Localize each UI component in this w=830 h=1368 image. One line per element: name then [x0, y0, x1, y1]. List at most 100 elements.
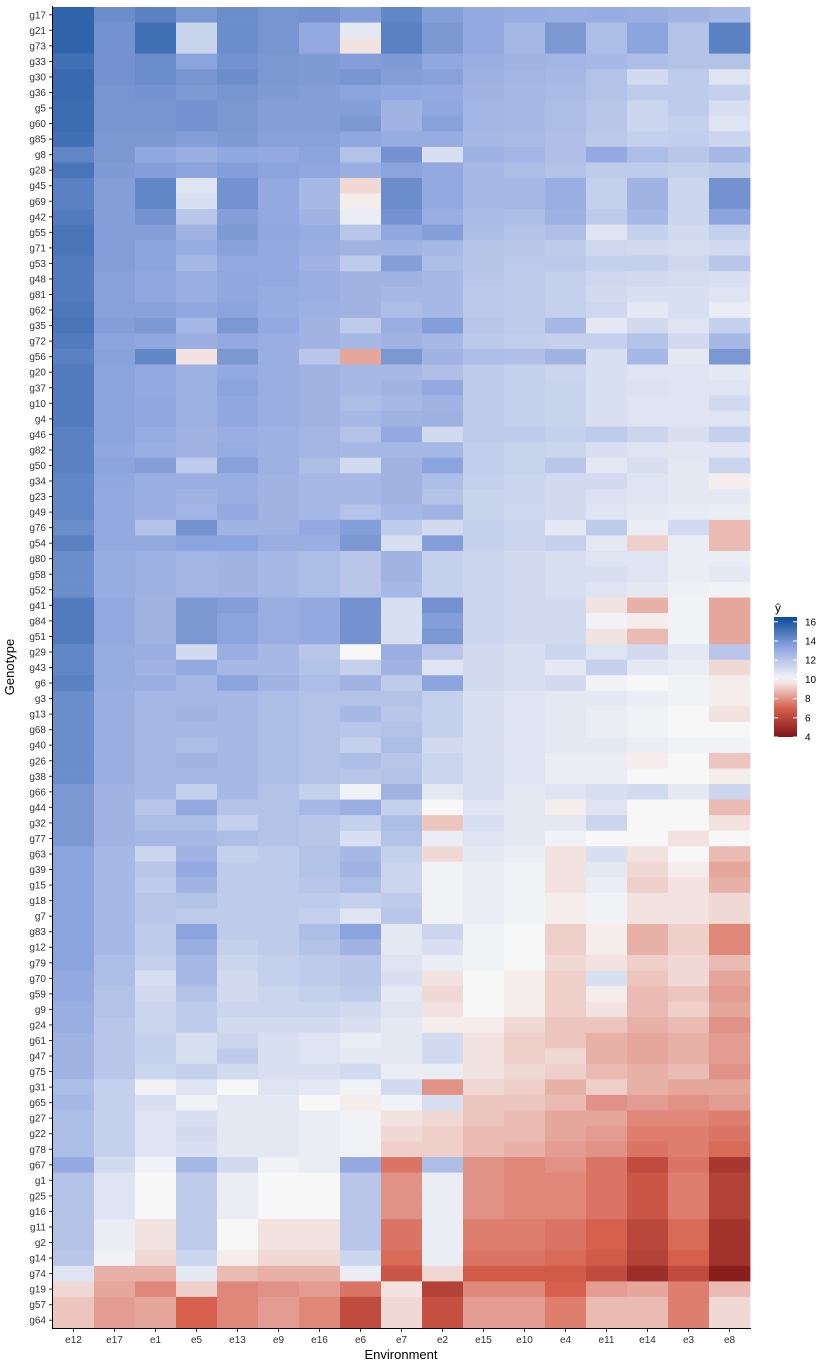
heatmap-cell-g53-e5	[176, 255, 218, 272]
heatmap-cell-g48-e6	[340, 271, 382, 288]
heatmap-cell-g34-e4	[545, 473, 587, 490]
heatmap-cell-g56-e5	[176, 348, 218, 365]
heatmap-cell-g17-e13	[217, 7, 259, 23]
heatmap-cell-g59-e2	[422, 986, 464, 1003]
heatmap-cell-g52-e10	[504, 582, 546, 598]
heatmap-cell-g26-e9	[258, 752, 300, 769]
heatmap-cell-g79-e3	[668, 955, 710, 971]
heatmap-cell-g61-e11	[586, 1032, 628, 1049]
heatmap-cell-g70-e2	[422, 970, 464, 987]
heatmap-cell-g62-e16	[299, 302, 341, 319]
heatmap-cell-g16-e17	[94, 1203, 136, 1220]
y-tick-label: g42	[29, 212, 46, 223]
heatmap-cell-g56-e10	[504, 348, 546, 365]
heatmap-cell-g24-e4	[545, 1017, 587, 1034]
heatmap-cell-g60-e13	[217, 115, 259, 132]
heatmap-cell-g66-e4	[545, 784, 587, 800]
heatmap-cell-g47-e17	[94, 1048, 136, 1065]
heatmap-cell-g46-e5	[176, 426, 218, 443]
heatmap-cell-g62-e3	[668, 302, 710, 319]
heatmap-cell-g38-e14	[627, 768, 669, 785]
heatmap-cell-g1-e17	[94, 1172, 136, 1189]
heatmap-cell-g65-e15	[463, 1094, 505, 1111]
heatmap-cell-g2-e11	[586, 1234, 628, 1251]
heatmap-cell-g28-e3	[668, 162, 710, 179]
heatmap-cell-g39-e3	[668, 861, 710, 878]
y-tick-label: g36	[29, 88, 46, 99]
heatmap-cell-g5-e15	[463, 100, 505, 117]
heatmap-cell-g72-e17	[94, 333, 136, 350]
heatmap-cell-g84-e7	[381, 613, 423, 630]
heatmap-cell-g27-e9	[258, 1110, 300, 1127]
heatmap-cell-g7-e8	[709, 908, 751, 925]
heatmap-cell-g81-e3	[668, 286, 710, 303]
heatmap-cell-g17-e9	[258, 7, 300, 23]
heatmap-cell-g64-e2	[422, 1312, 464, 1329]
heatmap-cell-g76-e12	[53, 519, 95, 536]
heatmap-cell-g18-e13	[217, 892, 259, 909]
heatmap-cell-g44-e11	[586, 799, 628, 816]
heatmap-cell-g45-e7	[381, 177, 423, 194]
heatmap-cell-g3-e13	[217, 690, 259, 707]
heatmap-cell-g51-e2	[422, 628, 464, 645]
heatmap-cell-g36-e16	[299, 84, 341, 101]
heatmap-cell-g23-e11	[586, 488, 628, 505]
heatmap-cell-g81-e13	[217, 286, 259, 303]
heatmap-cell-g50-e4	[545, 457, 587, 474]
heatmap-cell-g27-e8	[709, 1110, 751, 1127]
heatmap-cell-g45-e6	[340, 177, 382, 194]
heatmap-cell-g79-e4	[545, 955, 587, 971]
heatmap-cell-g68-e16	[299, 721, 341, 738]
heatmap-cell-g29-e13	[217, 644, 259, 661]
heatmap-cell-g63-e7	[381, 846, 423, 863]
heatmap-cell-g30-e7	[381, 69, 423, 86]
heatmap-cell-g13-e9	[258, 706, 300, 723]
heatmap-cell-g50-e15	[463, 457, 505, 474]
heatmap-cell-g21-e9	[258, 22, 300, 39]
heatmap-cell-g56-e7	[381, 348, 423, 365]
heatmap-cell-g39-e11	[586, 861, 628, 878]
heatmap-cell-g36-e6	[340, 84, 382, 101]
heatmap-cell-g67-e4	[545, 1157, 587, 1173]
heatmap-cell-g36-e12	[53, 84, 95, 101]
heatmap-cell-g38-e12	[53, 768, 95, 785]
heatmap-cell-g26-e3	[668, 752, 710, 769]
heatmap-cell-g55-e12	[53, 224, 95, 241]
heatmap-cell-g48-e8	[709, 271, 751, 288]
heatmap-cell-g38-e16	[299, 768, 341, 785]
heatmap-cell-g60-e11	[586, 115, 628, 132]
heatmap-cell-g82-e17	[94, 442, 136, 459]
heatmap-cell-g41-e10	[504, 597, 546, 614]
heatmap-cell-g10-e8	[709, 395, 751, 412]
heatmap-cell-g26-e1	[135, 752, 177, 769]
heatmap-cell-g79-e11	[586, 955, 628, 971]
heatmap-cell-g37-e16	[299, 379, 341, 396]
legend-title: ŷ	[775, 601, 781, 615]
heatmap-cell-g14-e6	[340, 1250, 382, 1267]
heatmap-cell-g41-e6	[340, 597, 382, 614]
heatmap-cell-g81-e10	[504, 286, 546, 303]
heatmap-cell-g46-e16	[299, 426, 341, 443]
heatmap-cell-g54-e1	[135, 535, 177, 552]
heatmap-cell-g33-e13	[217, 53, 259, 70]
heatmap-cell-g73-e10	[504, 38, 546, 55]
heatmap-cell-g3-e7	[381, 690, 423, 707]
heatmap-cell-g66-e3	[668, 784, 710, 800]
y-tick-label: g28	[29, 166, 46, 177]
heatmap-cell-g78-e12	[53, 1141, 95, 1158]
heatmap-cell-g35-e12	[53, 317, 95, 334]
y-tick-label: g30	[29, 72, 46, 83]
heatmap-cell-g74-e11	[586, 1265, 628, 1282]
heatmap-cell-g32-e8	[709, 815, 751, 832]
heatmap-cell-g57-e12	[53, 1296, 95, 1313]
heatmap-cell-g47-e5	[176, 1048, 218, 1065]
heatmap-cell-g13-e1	[135, 706, 177, 723]
heatmap-cell-g85-e13	[217, 131, 259, 148]
heatmap-cell-g14-e4	[545, 1250, 587, 1267]
heatmap-cell-g35-e3	[668, 317, 710, 334]
heatmap-cell-g15-e11	[586, 877, 628, 894]
heatmap-cell-g84-e14	[627, 613, 669, 630]
y-tick-label: g35	[29, 321, 46, 332]
heatmap-cell-g3-e10	[504, 690, 546, 707]
heatmap-cell-g1-e7	[381, 1172, 423, 1189]
